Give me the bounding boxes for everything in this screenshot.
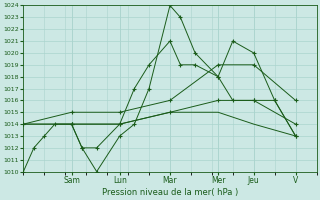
X-axis label: Pression niveau de la mer( hPa ): Pression niveau de la mer( hPa ) (102, 188, 238, 197)
